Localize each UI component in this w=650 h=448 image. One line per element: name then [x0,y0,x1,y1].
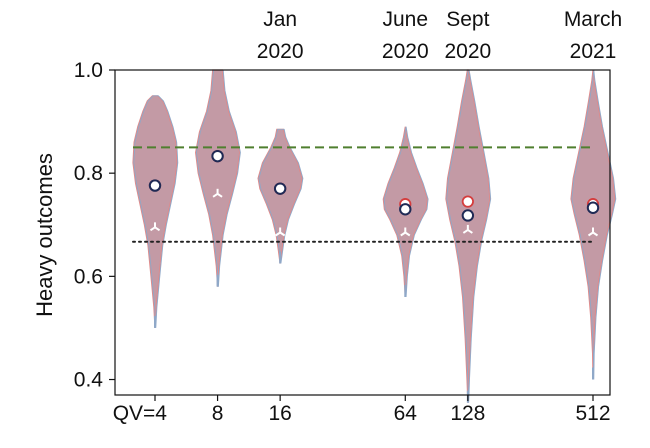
mean-marker [148,179,162,192]
x-tick-label: 64 [394,402,418,425]
date-annotations: Jan 2020 June 2020 Sept 2020 March 2021 [257,8,622,63]
date-annotation-line2: 2020 [257,40,304,63]
mean-marker [273,182,287,195]
median-marker-arm [212,192,219,198]
y-tick-label: 0.4 [74,369,104,392]
date-annotation-line1: June [383,8,429,31]
median-marker-arm [275,231,281,237]
date-annotation-line2: 2021 [570,40,617,63]
x-tick-label: 16 [268,402,291,425]
median-marker-arm [400,231,406,237]
y-tick-label: 1.0 [74,59,103,82]
x-tick-label: QV=4 [113,402,168,425]
markers-layer [148,149,600,237]
date-annotation-line1: March [564,8,622,31]
median-marker [212,188,223,198]
mean-marker [399,203,412,216]
median-marker-arm [217,192,223,198]
median-marker-arm [462,229,469,234]
median-marker-arm [279,231,286,237]
median-marker-arm [404,231,411,237]
x-tick-label: 128 [450,402,485,425]
violin-outline [258,128,304,264]
median-marker-arm [149,226,156,232]
plot-frame [114,69,611,396]
median-marker [462,224,473,234]
x-tick-label: 8 [212,402,224,425]
median-marker-arm [154,226,161,232]
reference-lines-layer [132,146,596,243]
mean-marker [211,149,224,163]
median-marker-arm [467,229,473,234]
date-annotation-line2: 2020 [382,40,429,63]
y-axis: 0.4 0.6 0.8 1.0 [74,59,115,392]
y-axis-label: Heavy outcomes [32,153,57,317]
mean-marker [461,209,475,222]
median-marker [587,227,599,237]
date-annotation-line1: Sept [446,8,489,31]
violin-outline [133,95,179,328]
mean-marker [586,201,600,214]
median-marker [275,227,286,237]
median-marker [149,222,161,232]
median-marker-arm [592,231,599,237]
violin-body [445,69,491,403]
x-tick-label: 512 [575,402,610,425]
violin-body [257,128,303,264]
x-axis: QV=4 8 16 64 128 512 [113,395,611,425]
violin-body [132,95,178,328]
date-annotation-line1: Jan [263,8,297,31]
mean-marker-red [461,195,474,208]
median-marker-arm [587,231,594,237]
violins-layer [132,69,617,403]
violin-body [194,69,241,287]
violin-outline [383,126,429,298]
y-tick-label: 0.6 [74,265,103,288]
y-tick-label: 0.8 [74,162,103,185]
median-marker [400,227,411,237]
date-annotation-line2: 2020 [444,40,491,63]
